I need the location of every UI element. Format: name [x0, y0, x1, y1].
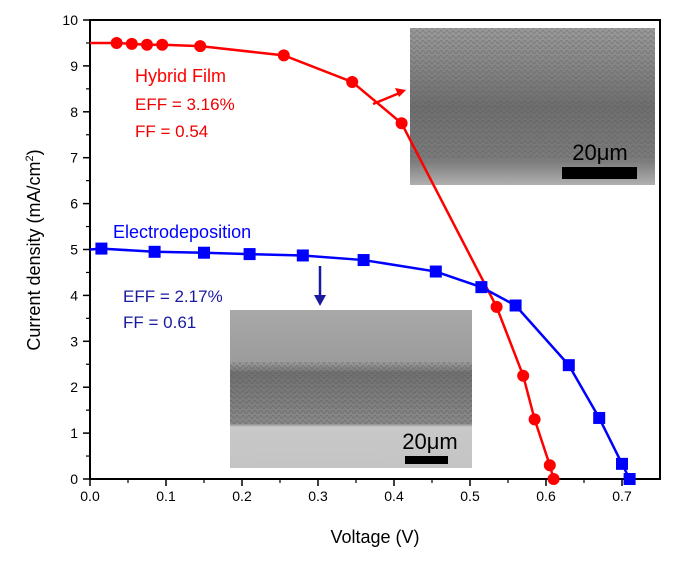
hybrid-film-point	[346, 75, 359, 88]
electrodeposition-point	[95, 242, 108, 255]
hybrid-eff: EFF = 3.16%	[135, 95, 235, 114]
scale-bar-top	[562, 167, 637, 179]
electrodeposition-point	[296, 249, 309, 262]
hybrid-film-point	[110, 36, 123, 49]
hybrid-film-point	[490, 300, 503, 313]
y-tick-label: 6	[70, 196, 78, 212]
hybrid-label: Hybrid Film	[135, 66, 226, 86]
electrodeposition-point	[623, 473, 636, 485]
hybrid-film-point	[543, 459, 556, 472]
y-tick-label: 7	[70, 150, 78, 166]
electrodeposition-point	[357, 254, 370, 267]
x-tick-label: 0.5	[460, 488, 480, 504]
electro-eff: EFF = 2.17%	[123, 287, 223, 306]
hybrid-film-point	[547, 473, 560, 485]
scale-bar-bottom	[405, 456, 448, 464]
electrodeposition-point	[509, 299, 522, 312]
electrodeposition-point	[429, 265, 442, 278]
x-tick-label: 0.1	[156, 488, 176, 504]
arrow-head-electro	[314, 295, 326, 306]
y-tick-label: 1	[70, 425, 78, 441]
electrodeposition-point	[243, 248, 256, 261]
hybrid-film-point	[517, 369, 530, 382]
hybrid-film-point	[528, 413, 541, 426]
y-tick-label: 0	[70, 471, 78, 487]
x-tick-label: 0.6	[536, 488, 556, 504]
x-tick-label: 0.3	[308, 488, 328, 504]
electrodeposition-point	[562, 359, 575, 372]
y-tick-label: 8	[70, 104, 78, 120]
scale-label-top: 20μm	[572, 140, 627, 165]
arrow-head-hybrid	[395, 88, 406, 97]
y-tick-label: 10	[62, 12, 78, 28]
hybrid-film-point	[277, 49, 290, 62]
electrodeposition-line	[89, 247, 631, 480]
y-tick-label: 4	[70, 287, 78, 303]
electrodeposition-point	[616, 457, 628, 470]
electrodeposition-point	[148, 245, 161, 258]
electrodeposition-point	[475, 281, 488, 294]
arrow-hybrid	[372, 90, 403, 106]
x-tick-label: 0.2	[232, 488, 252, 504]
electrodeposition-point	[198, 246, 210, 259]
hybrid-film-point	[125, 37, 138, 50]
electro-label: Electrodeposition	[113, 222, 251, 242]
hybrid-ff: FF = 0.54	[135, 122, 208, 141]
scale-label-bottom: 20μm	[402, 429, 457, 454]
hybrid-film-point	[395, 117, 408, 130]
electro-ff: FF = 0.61	[123, 313, 196, 332]
hybrid-film-point	[156, 38, 169, 51]
y-tick-label: 2	[70, 379, 78, 395]
x-tick-label: 0.7	[612, 488, 632, 504]
hybrid-film-point	[194, 40, 207, 53]
x-tick-label: 0.4	[384, 488, 404, 504]
y-tick-label: 3	[70, 333, 78, 349]
y-tick-label: 9	[70, 58, 78, 74]
x-tick-label: 0.0	[80, 488, 100, 504]
y-tick-label: 5	[70, 242, 78, 258]
electrodeposition-point	[593, 411, 606, 424]
x-axis-label: Voltage (V)	[330, 527, 419, 547]
hybrid-film-point	[141, 38, 153, 51]
y-axis-label: Current density (mA/cm2)	[24, 149, 44, 350]
